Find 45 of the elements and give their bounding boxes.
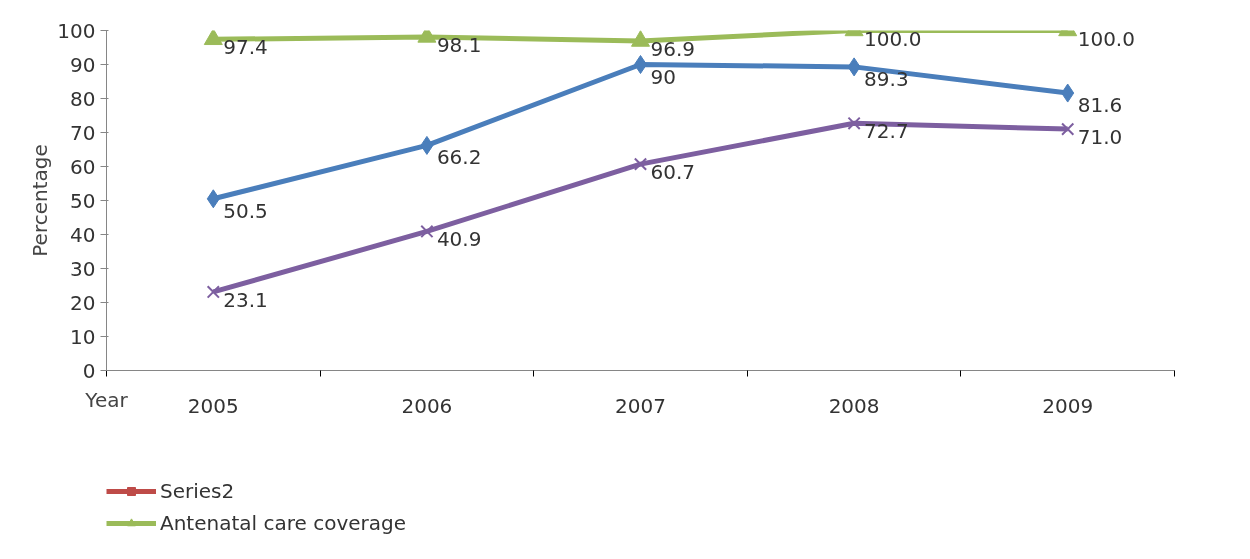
y-tick-label: 0 [82,358,96,383]
data-label: 89.3 [864,66,909,91]
data-label: 40.9 [436,227,482,252]
data-label: 72.7 [864,119,909,144]
x-tick-label: 2008 [828,393,880,418]
data-label: 71.0 [1077,125,1123,150]
x-tick-label: 2009 [1042,393,1094,418]
y-tick-label: 10 [70,324,96,349]
point [206,285,220,299]
x-tick-label: 2006 [401,393,453,418]
data-label: 81.6 [1077,93,1123,118]
y-tick-label: 90 [70,52,96,77]
data-label: 66.2 [436,145,482,170]
legend-label: Series2 [160,479,235,503]
data-label: 100.0 [864,26,922,51]
point [847,116,861,130]
data-label: 100.0 [1077,26,1135,51]
data-label: 50.5 [223,198,268,223]
y-axis-title: Percentage [28,144,53,257]
point [1061,122,1075,136]
y-tick-label: 30 [70,256,96,281]
data-label: 97.4 [223,35,268,60]
x-axis-title: Year [84,387,129,412]
point [633,157,648,171]
point [203,30,223,46]
y-tick-label: 100 [57,18,96,43]
data-label: 60.7 [650,160,696,185]
point [847,57,861,77]
y-tick-label: 40 [70,222,96,247]
point [420,224,434,239]
x-tick-label: 2007 [615,393,666,418]
y-tick-label: 80 [70,86,96,111]
y-tick-label: 60 [70,154,96,179]
data-label: 96.9 [650,37,696,62]
data-label: 98.1 [436,32,482,57]
data-label: 90 [650,64,676,89]
point [1061,83,1075,103]
y-tick-label: 20 [70,290,96,315]
y-tick-label: 70 [70,120,96,145]
y-tick-label: 50 [70,188,96,213]
point [420,135,434,155]
data-label: 23.1 [223,287,268,312]
x-tick-label: 2005 [187,393,239,418]
point [206,189,220,209]
legend-label: Antenatal care coverage [160,511,406,535]
